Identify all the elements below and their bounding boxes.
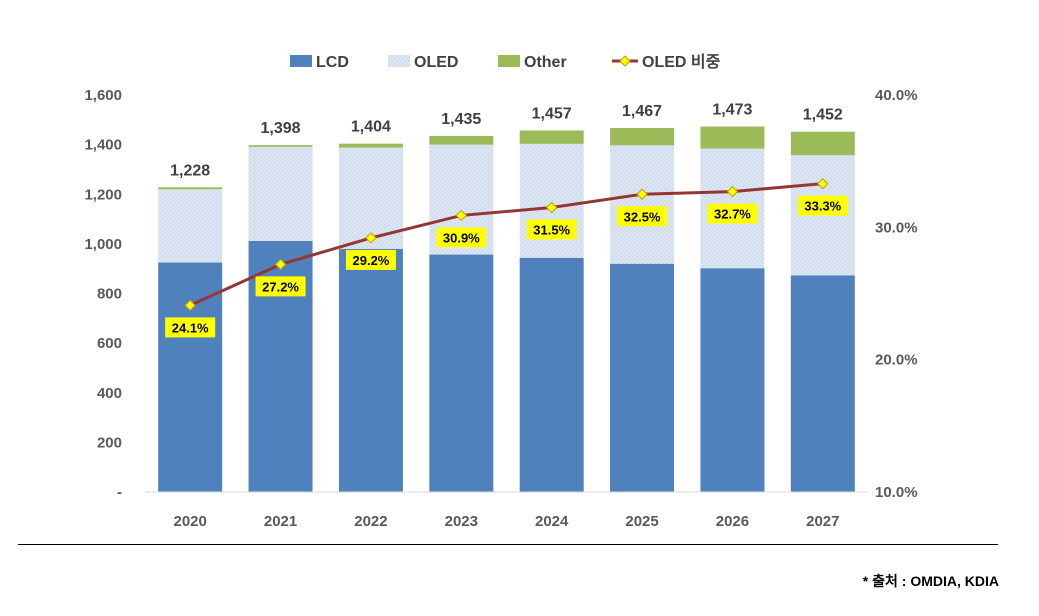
- y-axis-right: 10.0% 20.0% 30.0% 40.0%: [875, 87, 918, 501]
- y-axis-left: - 200 400 600 800 1,000 1,200 1,400 1,600: [84, 87, 122, 501]
- bar-total-label: 1,467: [622, 103, 662, 120]
- legend-label-lcd: LCD: [316, 54, 349, 71]
- total-labels: 1,228 1,398 1,404 1,435 1,457 1,467 1,473 1,452: [170, 102, 843, 180]
- bar-lcd-2022: [338, 248, 403, 492]
- divider-line: [18, 544, 998, 545]
- oled-share-marker: [365, 232, 377, 244]
- stacked-bar-line-chart: LCD OLED Other OLED 비중 - 200 400 600 800 1,000 1,…: [84, 53, 918, 530]
- legend-label-oled: OLED: [414, 54, 458, 71]
- legend-label-other: Other: [524, 54, 567, 71]
- bar-oled-2020: [158, 189, 223, 263]
- source-note: * 출처 : OMDIA, KDIA: [862, 573, 999, 589]
- y-left-tick-label: 1,000: [84, 236, 122, 253]
- bar-total-label: 1,398: [261, 120, 301, 137]
- oled-share-marker: [636, 188, 648, 200]
- bar-total-label: 1,457: [532, 105, 572, 122]
- y-right-tick-label: 40.0%: [875, 87, 918, 104]
- y-right-tick-label: 30.0%: [875, 219, 918, 236]
- y-left-tick-label: 400: [97, 385, 122, 402]
- bar-other-2026: [700, 126, 765, 149]
- oled-share-label: 29.2%: [353, 253, 390, 268]
- y-left-tick-label: 1,600: [84, 87, 122, 104]
- y-right-tick-label: 20.0%: [875, 352, 918, 369]
- x-tick-label: 2020: [174, 513, 207, 530]
- x-tick-label: 2022: [354, 513, 387, 530]
- bar-total-label: 1,473: [712, 102, 752, 119]
- bar-total-label: 1,452: [803, 107, 843, 124]
- bar-lcd-2020: [158, 262, 223, 492]
- oled-share-label-bg: [617, 206, 668, 227]
- y-left-tick-label: 1,200: [84, 186, 122, 203]
- bar-other-2021: [248, 145, 313, 147]
- oled-share-label-bg: [436, 227, 487, 248]
- oled-share-label-bg: [797, 195, 848, 216]
- oled-share-line: [189, 182, 823, 307]
- legend-swatch-oled: [388, 55, 410, 67]
- x-tick-label: 2024: [535, 513, 569, 530]
- bar-lcd-2026: [700, 268, 765, 492]
- oled-share-label-bg: [165, 317, 216, 338]
- bar-other-2023: [429, 135, 494, 145]
- bar-series-group: [158, 126, 855, 492]
- oled-share-label-bg: [345, 249, 396, 270]
- oled-share-marker: [184, 299, 196, 312]
- x-tick-label: 2027: [806, 513, 839, 530]
- legend-swatch-other: [498, 55, 520, 67]
- bar-lcd-2023: [429, 254, 494, 492]
- x-tick-label: 2026: [716, 513, 749, 530]
- bar-total-label: 1,404: [351, 119, 391, 136]
- legend-swatch-lcd: [290, 55, 312, 67]
- y-right-tick-label: 10.0%: [875, 484, 918, 501]
- oled-share-marker: [817, 177, 829, 190]
- oled-share-label: 31.5%: [533, 222, 570, 237]
- bar-oled-2021: [248, 146, 313, 241]
- y-left-tick-label: -: [117, 484, 122, 501]
- bar-lcd-2025: [610, 263, 675, 492]
- oled-share-label: 32.7%: [714, 207, 751, 222]
- oled-share-label: 33.3%: [804, 199, 841, 214]
- bar-other-2020: [158, 187, 223, 190]
- oled-share-label-bg: [526, 219, 577, 240]
- bar-other-2024: [519, 130, 584, 144]
- y-left-tick-label: 1,400: [84, 137, 122, 154]
- oled-share-marker: [545, 201, 558, 214]
- bar-lcd-2024: [519, 257, 584, 492]
- legend-label-oled-share: OLED 비중: [642, 53, 721, 71]
- y-left-tick-label: 600: [97, 335, 122, 352]
- bar-total-label: 1,228: [170, 162, 210, 179]
- bar-oled-2024: [519, 143, 584, 258]
- x-axis: 2020 2021 2022 2023 2024 2025 2026 2027: [145, 491, 868, 530]
- legend-swatch-marker: [619, 55, 631, 67]
- bar-oled-2025: [610, 145, 675, 264]
- bar-other-2027: [790, 131, 855, 156]
- oled-share-label: 24.1%: [172, 320, 209, 335]
- oled-share-line-group: 24.1% 27.2% 29.2% 30.9% 31.5% 32.5% 32.7% 33.3%: [165, 177, 848, 338]
- oled-share-label-bg: [707, 203, 758, 224]
- oled-share-label: 27.2%: [262, 279, 299, 294]
- oled-share-label: 32.5%: [624, 209, 661, 224]
- chart-legend: LCD OLED Other OLED 비중: [290, 53, 721, 71]
- x-tick-label: 2023: [445, 513, 478, 530]
- oled-share-marker: [455, 209, 468, 222]
- oled-share-label: 30.9%: [443, 230, 480, 245]
- bar-other-2022: [338, 143, 403, 148]
- x-tick-label: 2025: [625, 513, 658, 530]
- oled-share-label-bg: [255, 276, 306, 297]
- oled-share-marker: [726, 185, 739, 198]
- y-left-tick-label: 800: [97, 286, 122, 303]
- oled-share-marker: [274, 258, 287, 271]
- bar-other-2025: [610, 128, 675, 146]
- x-tick-label: 2021: [264, 513, 297, 530]
- y-left-tick-label: 200: [97, 434, 122, 451]
- bar-total-label: 1,435: [441, 111, 481, 128]
- bar-lcd-2027: [790, 275, 855, 492]
